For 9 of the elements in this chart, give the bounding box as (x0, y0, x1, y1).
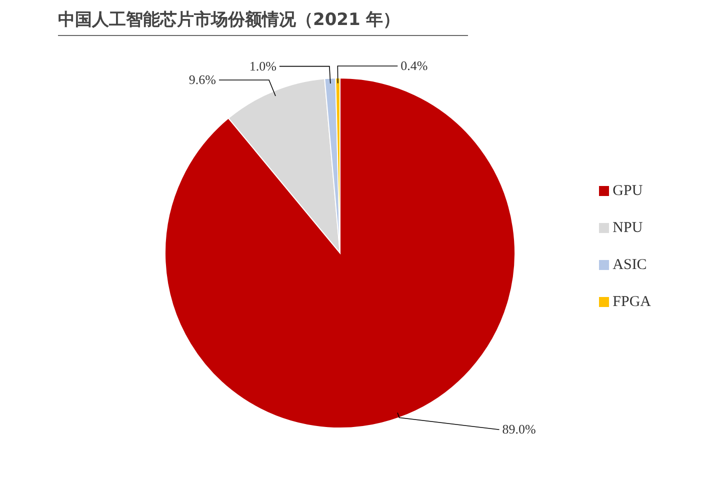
data-label: 89.0% (502, 422, 536, 437)
data-label: 9.6% (188, 72, 216, 88)
chart-title: 中国人工智能芯片市场份额情况（2021 年） (58, 8, 468, 36)
legend-label: ASIC (612, 257, 647, 273)
legend-label: GPU (612, 183, 643, 199)
legend-label: NPU (612, 220, 643, 236)
legend-label: FPGA (612, 294, 651, 310)
data-label: 0.4% (400, 58, 428, 74)
data-label: 1.0% (249, 58, 277, 74)
